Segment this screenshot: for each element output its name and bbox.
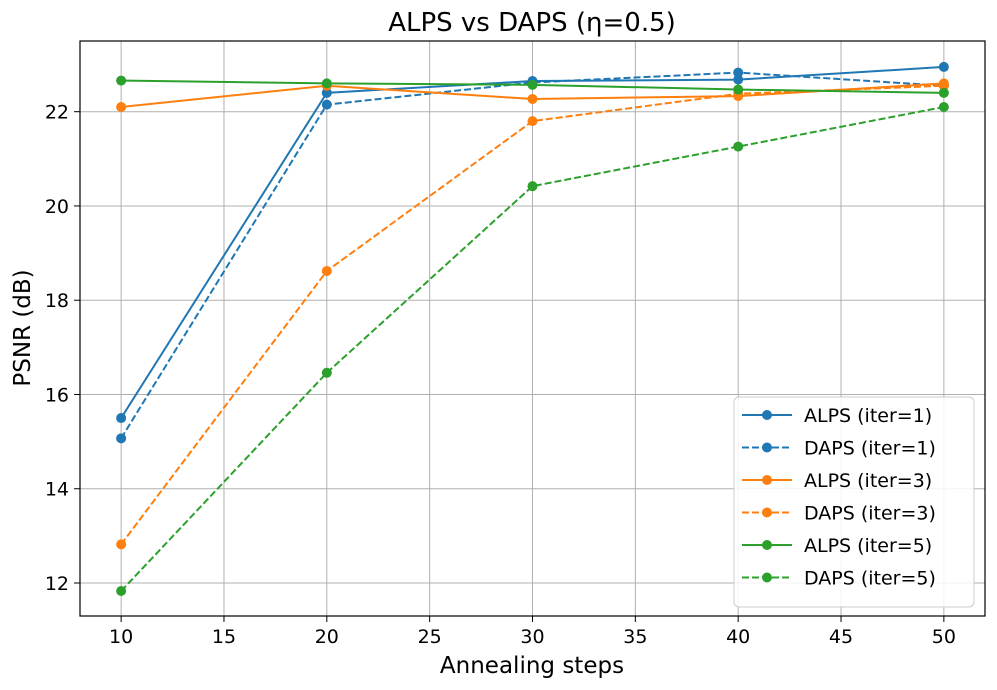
legend-swatch-marker — [762, 410, 772, 420]
data-point — [938, 80, 949, 91]
data-point — [321, 87, 332, 98]
y-tick-label: 22 — [45, 102, 69, 124]
x-axis-label: Annealing steps — [440, 653, 624, 679]
legend-label: DAPS (iter=5) — [804, 568, 936, 590]
legend-item: ALPS (iter=5) — [742, 535, 932, 557]
data-point — [116, 101, 127, 112]
x-tick-label: 30 — [520, 626, 544, 648]
data-point — [321, 266, 332, 276]
x-axis: 10 15 20 25 30 35 40 45 50 — [109, 616, 956, 648]
data-point — [527, 116, 538, 127]
x-tick-label: 35 — [623, 626, 647, 648]
x-tick-label: 45 — [829, 626, 853, 648]
data-point — [527, 93, 538, 104]
y-axis-label: PSNR (dB) — [10, 269, 36, 386]
legend-item: ALPS (iter=1) — [742, 405, 932, 427]
data-point — [733, 141, 744, 152]
data-point — [116, 586, 127, 597]
legend-item: DAPS (iter=5) — [742, 568, 936, 590]
data-point — [938, 87, 949, 98]
legend-swatch-marker — [762, 507, 772, 518]
series-lines — [116, 61, 949, 597]
data-point — [733, 74, 744, 85]
legend-swatch-marker — [762, 540, 772, 550]
data-point — [321, 78, 332, 89]
legend: ALPS (iter=1) DAPS (iter=1) ALPS (iter=3) D… — [733, 396, 975, 608]
legend-label: DAPS (iter=3) — [804, 503, 936, 525]
y-tick-label: 14 — [45, 479, 69, 501]
legend-item: DAPS (iter=1) — [742, 438, 936, 460]
data-point — [527, 79, 538, 90]
data-point — [116, 433, 127, 444]
chart-title: ALPS vs DAPS (η=0.5) — [388, 8, 676, 38]
legend-label: ALPS (iter=5) — [804, 535, 932, 557]
legend-swatch-marker — [762, 572, 772, 583]
y-tick-label: 16 — [45, 384, 69, 406]
legend-swatch-marker — [762, 475, 772, 485]
x-tick-label: 25 — [418, 626, 442, 648]
legend-item: ALPS (iter=3) — [742, 470, 932, 492]
series-4 — [116, 75, 949, 98]
y-tick-label: 18 — [45, 290, 69, 312]
data-point — [938, 61, 949, 72]
data-point — [938, 101, 949, 112]
legend-label: DAPS (iter=1) — [804, 438, 936, 460]
x-tick-label: 15 — [212, 626, 236, 648]
series-line — [120, 106, 945, 592]
legend-label: ALPS (iter=1) — [804, 405, 932, 427]
data-point — [527, 181, 538, 192]
series-5 — [116, 101, 949, 597]
legend-box — [733, 396, 975, 608]
data-point — [321, 99, 332, 110]
legend-label: ALPS (iter=3) — [804, 470, 932, 492]
data-point — [116, 413, 127, 424]
data-point — [733, 84, 744, 95]
x-tick-label: 40 — [726, 626, 750, 648]
x-tick-label: 10 — [109, 626, 133, 648]
x-tick-label: 50 — [932, 626, 956, 648]
x-tick-label: 20 — [315, 626, 339, 648]
y-axis: 12 14 16 18 20 22 — [45, 102, 80, 595]
data-point — [321, 367, 332, 378]
series-line — [120, 71, 944, 439]
legend-item: DAPS (iter=3) — [742, 503, 936, 525]
legend-swatch-marker — [762, 442, 772, 453]
data-point — [116, 539, 127, 550]
y-tick-label: 12 — [45, 573, 69, 595]
data-point — [733, 67, 744, 78]
data-point — [116, 75, 127, 86]
y-tick-label: 20 — [45, 196, 69, 218]
